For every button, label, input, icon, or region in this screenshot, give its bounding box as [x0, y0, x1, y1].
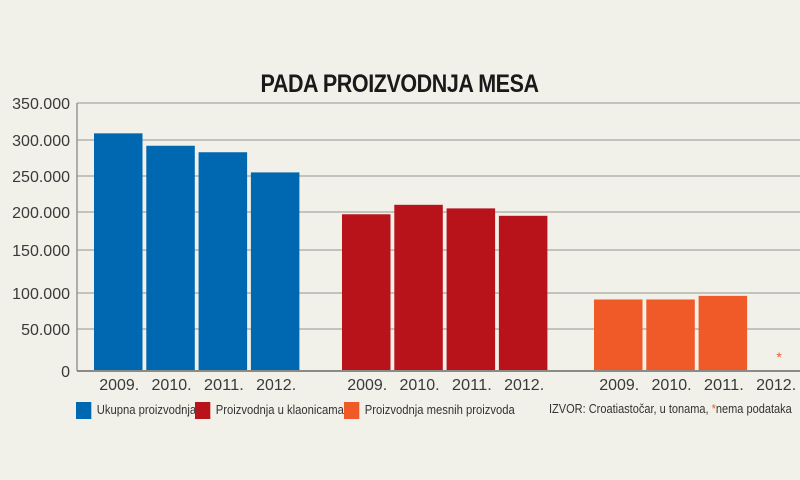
legend-swatch: [195, 401, 211, 419]
x-tick-label: 2009.: [99, 377, 139, 394]
x-tick-label: 2011.: [204, 377, 244, 394]
bar: [594, 299, 643, 370]
legend-item-klaonice: Proizvodnja u klaonicama: [195, 401, 344, 419]
y-tick-label: 0: [61, 364, 70, 381]
y-tick-label: 150.000: [12, 243, 70, 260]
bar: [498, 215, 548, 370]
source-asterisk: *: [711, 402, 716, 416]
bar: [146, 145, 195, 370]
x-tick-label: 2010.: [652, 377, 692, 394]
bar: [342, 214, 391, 370]
x-tick-label: 2012.: [504, 377, 544, 394]
legend-label: Ukupna proizvodnja: [96, 403, 197, 417]
y-tick-label: 300.000: [12, 133, 70, 150]
legend-item-ukupna: Ukupna proizvodnja: [76, 401, 196, 419]
bar: [698, 295, 748, 370]
x-tick-label: 2009.: [347, 377, 387, 394]
y-tick-label: 50.000: [21, 322, 70, 339]
bar: [446, 208, 496, 370]
x-tick-label: 2009.: [599, 377, 639, 394]
x-tick-label: 2010.: [152, 377, 192, 394]
missing-data-asterisk: *: [776, 349, 782, 365]
y-tick-label: 200.000: [12, 205, 70, 222]
legend-item-mesni-proizvodi: Proizvodnja mesnih proizvoda: [344, 401, 515, 419]
source-missing-note: nema podataka: [715, 402, 792, 416]
bar: [250, 172, 300, 370]
source-text: IZVOR: Croatiastočar, u tonama,: [549, 402, 712, 416]
legend-label: Proizvodnja u klaonicama: [215, 403, 344, 417]
legend-swatch: [76, 401, 92, 419]
x-tick-label: 2011.: [452, 377, 492, 394]
y-tick-label: 350.000: [12, 96, 70, 113]
bar: [198, 152, 248, 370]
bar: [94, 133, 143, 370]
x-tick-label: 2011.: [704, 377, 744, 394]
legend-label: Proizvodnja mesnih proizvoda: [364, 403, 515, 417]
x-tick-label: 2010.: [400, 377, 440, 394]
source-note: IZVOR: Croatiastočar, u tonama, *nema po…: [549, 402, 792, 416]
x-tick-label: 2012.: [256, 377, 296, 394]
x-tick-label: 2012.: [756, 377, 796, 394]
bar: [394, 204, 443, 370]
chart-title: PADA PROIZVODNJA MESA: [260, 70, 539, 98]
bar: [646, 299, 695, 370]
y-tick-label: 100.000: [12, 286, 70, 303]
y-tick-label: 250.000: [12, 169, 70, 186]
legend-swatch: [344, 401, 360, 419]
